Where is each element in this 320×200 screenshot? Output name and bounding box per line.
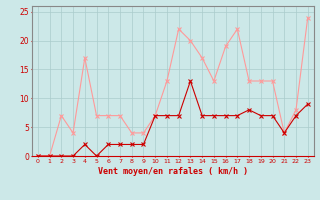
X-axis label: Vent moyen/en rafales ( km/h ): Vent moyen/en rafales ( km/h ) — [98, 167, 248, 176]
